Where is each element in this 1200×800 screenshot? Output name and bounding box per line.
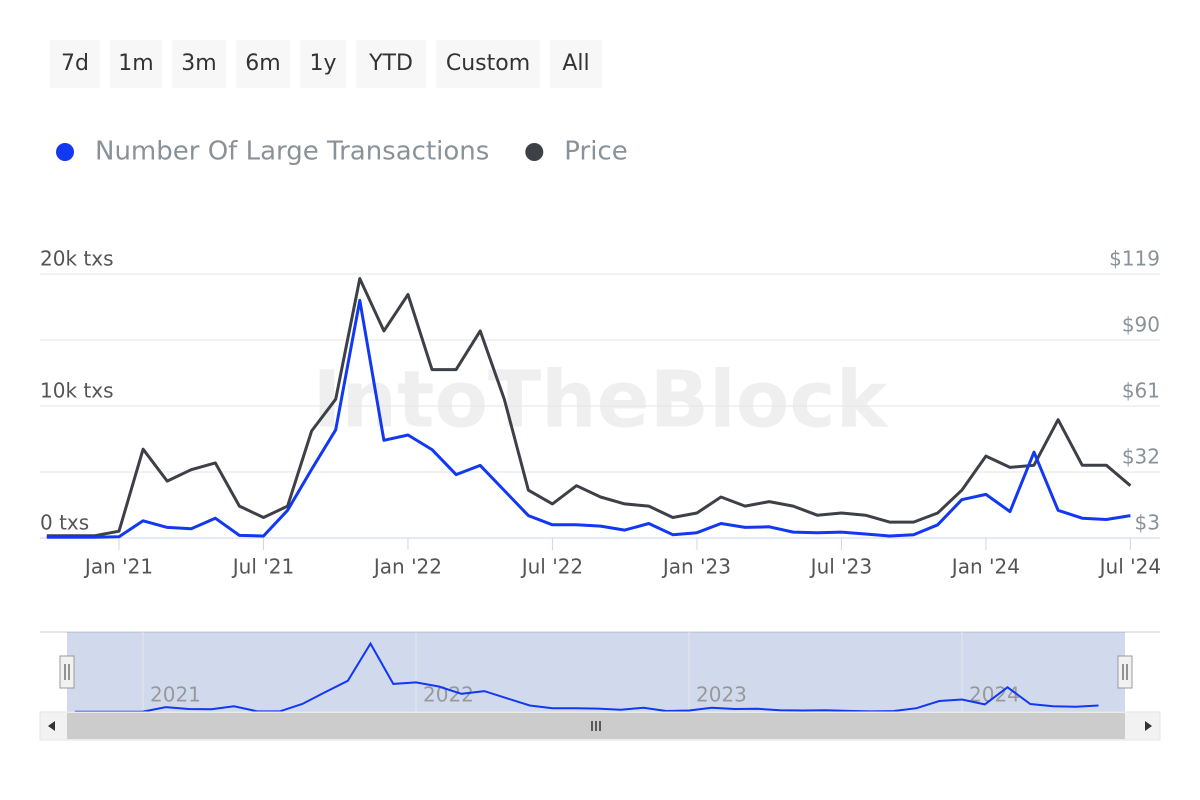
y2-tick-label: $32	[1122, 445, 1160, 469]
navigator-label: 2021	[150, 683, 201, 707]
range-button[interactable]: All	[550, 40, 602, 88]
legend-label: Price	[564, 137, 627, 167]
navigator-series	[74, 641, 1099, 713]
range-button[interactable]: Custom	[436, 40, 540, 88]
legend-marker	[525, 143, 544, 161]
navigator-label: 2022	[423, 683, 474, 707]
scroll-right-arrow[interactable]	[1145, 721, 1152, 731]
x-tick-label: Jul '24	[1098, 555, 1161, 579]
x-tick-label: Jan '21	[83, 555, 153, 579]
navigator: 2021 2022 2023 2024	[74, 632, 1099, 713]
range-button[interactable]: 1y	[300, 40, 346, 88]
range-button[interactable]: 3m	[172, 40, 226, 88]
y-tick-label: 0 txs	[40, 511, 89, 535]
y2-tick-label: $3	[1135, 511, 1160, 535]
legend-marker	[56, 143, 74, 161]
x-tick-label: Jul '21	[231, 555, 294, 579]
range-selector: 7d 1m 3m 6m 1y YTD Custom All	[50, 40, 602, 88]
navigator-handle-left[interactable]	[59, 655, 75, 689]
series-line	[46, 277, 1132, 538]
x-tick-label: Jan '22	[372, 555, 442, 579]
y-tick-label: 10k txs	[40, 379, 114, 403]
scroll-left-arrow[interactable]	[48, 721, 55, 731]
x-tick-label: Jan '23	[661, 555, 731, 579]
navigator-mask	[67, 632, 1125, 712]
range-button[interactable]: 6m	[236, 40, 290, 88]
range-button[interactable]: YTD	[356, 40, 426, 88]
navigator-handle-right[interactable]	[1117, 655, 1133, 689]
y2-tick-label: $90	[1122, 313, 1160, 337]
navigator-label: 2023	[696, 683, 747, 707]
y2-tick-label: $119	[1109, 247, 1160, 271]
scrollbar-grip	[591, 721, 601, 731]
legend-label: Number Of Large Transactions	[95, 137, 489, 167]
series-line	[46, 298, 1131, 539]
x-tick-label: Jul '22	[520, 555, 583, 579]
watermark: IntoTheBlock	[313, 355, 890, 445]
y2-tick-label: $61	[1122, 379, 1160, 403]
range-button[interactable]: 1m	[110, 40, 162, 88]
x-tick-label: Jan '24	[950, 555, 1020, 579]
range-button[interactable]: 7d	[50, 40, 100, 88]
x-tick-label: Jul '23	[809, 555, 872, 579]
y-tick-label: 20k txs	[40, 247, 114, 271]
